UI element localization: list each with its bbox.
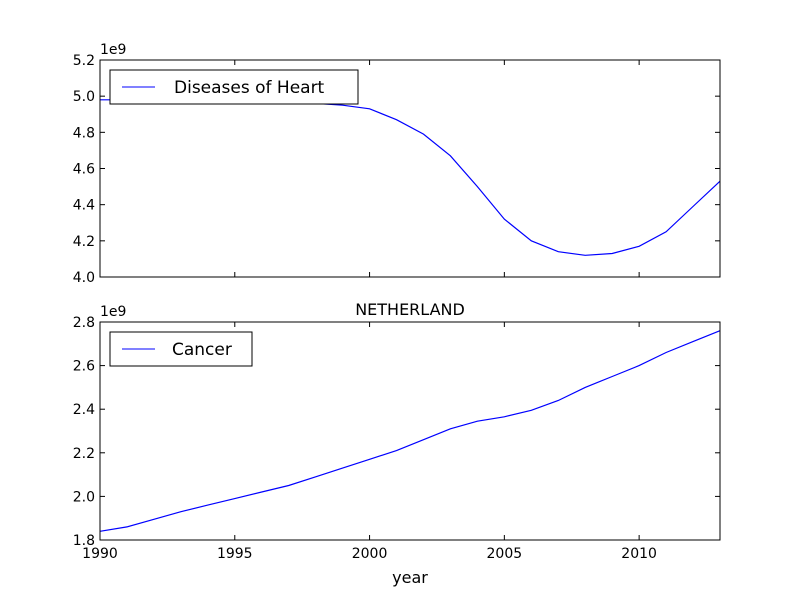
y-tick-label: 4.2 <box>73 234 95 250</box>
x-tick-label: 2005 <box>487 546 523 562</box>
y-tick-label: 5.0 <box>73 89 95 105</box>
x-tick-label: 2000 <box>352 546 388 562</box>
y-offset-label: 1e9 <box>100 304 126 320</box>
y-tick-label: 4.4 <box>73 198 95 214</box>
series-line-cancer <box>99 330 721 532</box>
legend-entry-cancer: Cancer <box>172 340 232 360</box>
y-tick-label: 4.6 <box>73 162 95 178</box>
x-axis-label: year <box>392 568 428 587</box>
legend-entry-diseases-of-heart: Diseases of Heart <box>174 78 325 98</box>
y-tick-label: 2.8 <box>73 315 95 331</box>
y-tick-label: 2.2 <box>73 446 95 462</box>
tick-group: 1.8 2.0 2.2 2.4 2.6 2.8 1990 1995 2000 2005 2010 <box>73 315 720 562</box>
x-tick-label: 1990 <box>82 546 118 562</box>
chart-title: NETHERLAND <box>355 300 465 319</box>
axes-frame <box>99 59 721 278</box>
y-tick-label: 4.0 <box>73 270 95 286</box>
y-tick-label: 2.6 <box>73 359 95 375</box>
legend: Cancer <box>109 331 253 367</box>
y-offset-label: 1e9 <box>100 42 126 58</box>
y-tick-label: 2.4 <box>73 402 95 418</box>
subplot-cancer: 1e9 NETHERLAND 1.8 2.0 2.2 2.4 2.6 2.8 1990 199… <box>73 300 721 587</box>
legend: Diseases of Heart <box>109 69 359 105</box>
y-tick-label: 4.8 <box>73 125 95 141</box>
x-tick-label: 2010 <box>621 546 657 562</box>
subplot-diseases-of-heart: 1e9 4.0 4.2 4.4 4.6 4.8 5.0 5.2 Diseases of He… <box>73 42 721 286</box>
y-tick-label: 1.8 <box>73 533 95 549</box>
series-group <box>99 330 721 532</box>
y-tick-label: 2.0 <box>73 489 95 505</box>
axes-frame <box>99 321 721 541</box>
x-tick-label: 1995 <box>217 546 253 562</box>
tick-group: 4.0 4.2 4.4 4.6 4.8 5.0 5.2 <box>73 53 720 286</box>
y-tick-label: 5.2 <box>73 53 95 69</box>
